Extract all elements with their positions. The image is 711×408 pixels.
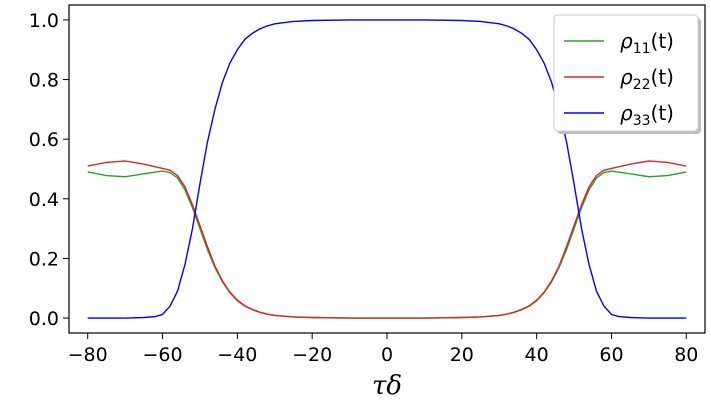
y-tick-label: 0.2 (29, 248, 59, 270)
y-tick-label: 0.4 (29, 189, 59, 211)
x-tick-label: 40 (525, 344, 549, 366)
legend-label: ρ11(t) (620, 29, 674, 57)
y-tick-label: 0.8 (29, 70, 59, 92)
legend-label-suffix: (t) (651, 29, 674, 53)
x-tick-label: −80 (68, 344, 108, 366)
y-tick-label: 1.0 (29, 10, 59, 32)
x-tick-label: −20 (292, 344, 332, 366)
series-line-2 (87, 160, 687, 319)
y-tick-label: 0.6 (29, 129, 59, 151)
legend-label-symbol: ρ (620, 101, 633, 125)
x-tick-label: 60 (599, 344, 623, 366)
legend-box (553, 14, 699, 132)
legend-label-suffix: (t) (651, 65, 674, 89)
x-tick-label: 0 (381, 344, 393, 366)
series-layer (87, 19, 687, 319)
x-axis: −80 −60 −40 −20 0 20 40 60 80 (68, 333, 698, 366)
y-axis: 0.0 0.2 0.4 0.6 0.8 1.0 (29, 10, 69, 330)
legend-label-suffix: (t) (651, 101, 674, 125)
x-axis-label: τδ (372, 371, 402, 401)
legend-label-subscript: 22 (633, 77, 651, 93)
legend-label: ρ33(t) (620, 101, 674, 129)
legend: ρ11(t)ρ22(t)ρ33(t) (553, 14, 701, 134)
legend-label-subscript: 11 (633, 41, 651, 57)
x-tick-label: −40 (217, 344, 257, 366)
legend-label: ρ22(t) (620, 65, 674, 93)
x-tick-label: 80 (674, 344, 698, 366)
y-tick-label: 0.0 (29, 308, 59, 330)
series-line-3 (87, 19, 687, 319)
x-tick-label: 20 (450, 344, 474, 366)
legend-label-symbol: ρ (620, 65, 633, 89)
legend-label-symbol: ρ (620, 29, 633, 53)
legend-label-subscript: 33 (633, 113, 651, 129)
x-tick-label: −60 (142, 344, 182, 366)
